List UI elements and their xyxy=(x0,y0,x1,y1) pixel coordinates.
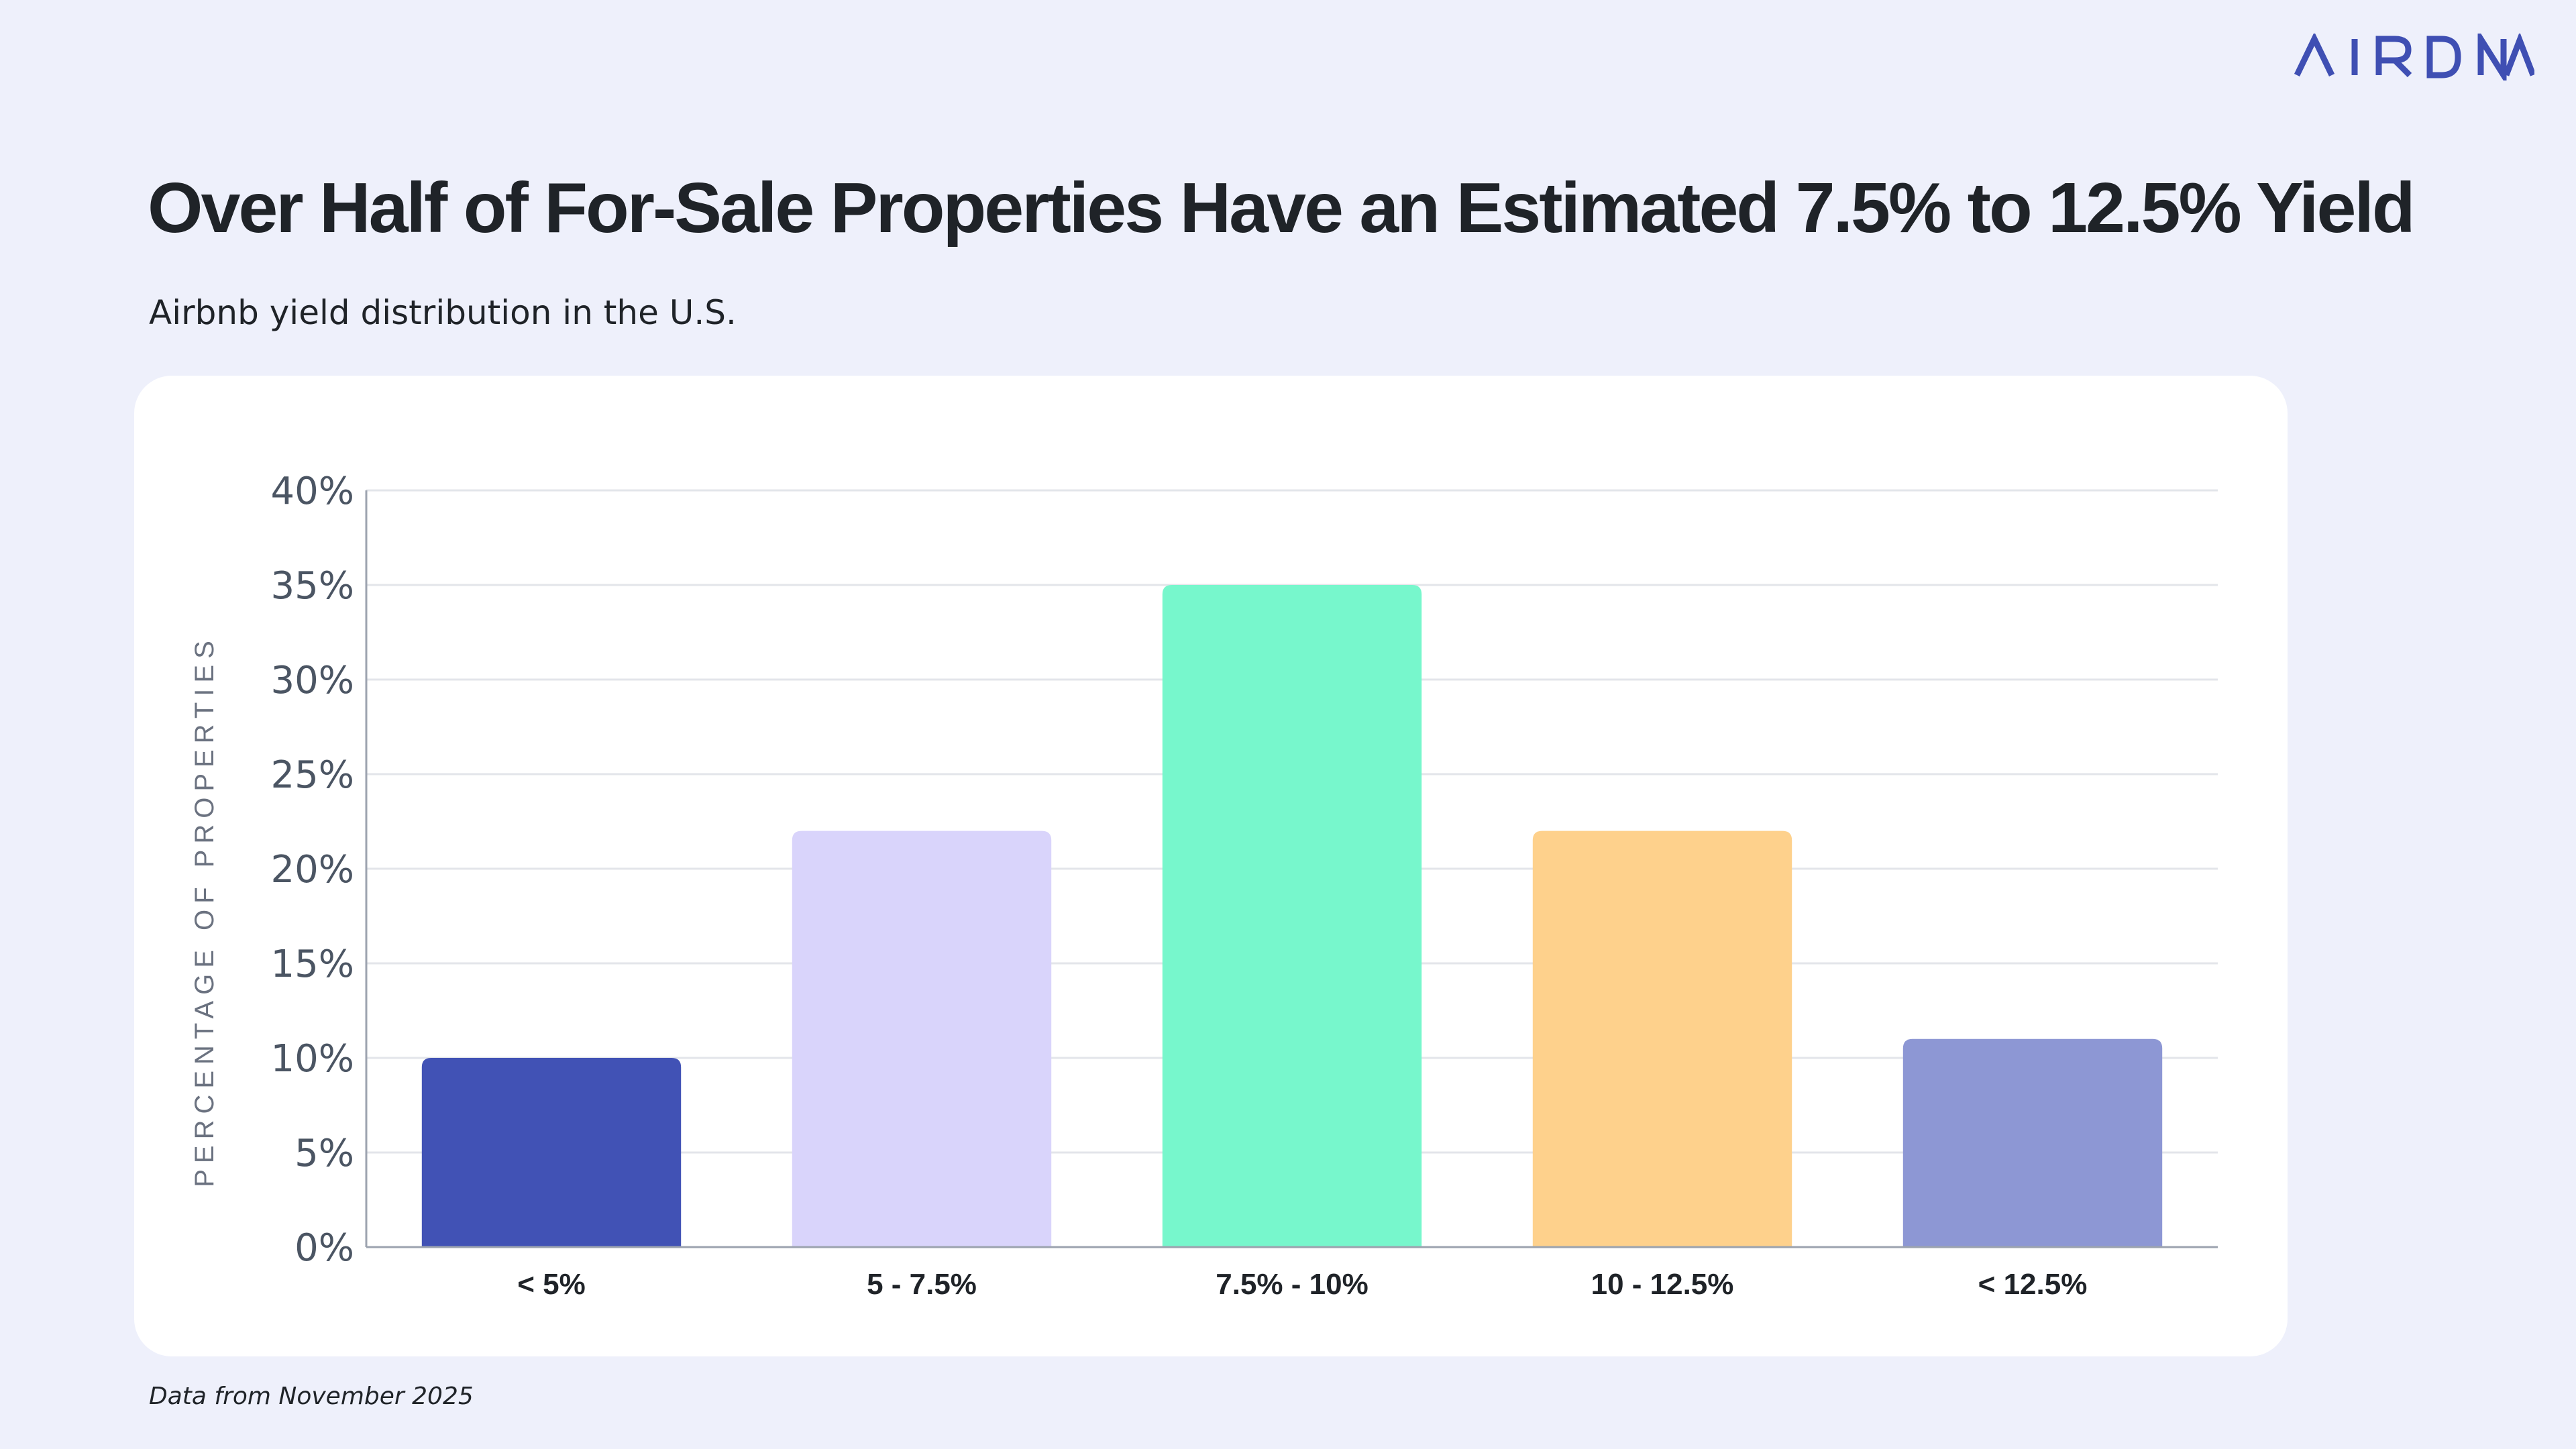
bar xyxy=(792,830,1052,1247)
y-tick-label: 40% xyxy=(271,470,354,513)
bar xyxy=(1902,1038,2163,1247)
logo-letter-a xyxy=(2294,34,2335,76)
x-tick-label: 5 - 7.5% xyxy=(867,1268,977,1301)
bar-chart: 0% 5% 10% 15% 20% 25% 30% 35% 40% < 5% 5 - 7.5% 7.… xyxy=(190,470,2218,1301)
chart-card: 0% 5% 10% 15% 20% 25% 30% 35% 40% < 5% 5 - 7.5% 7.… xyxy=(134,376,2288,1356)
logo-letter-a-final xyxy=(2503,34,2534,76)
bar xyxy=(1532,830,1792,1247)
airdna-logo xyxy=(2294,34,2534,80)
y-tick-label: 25% xyxy=(271,753,354,797)
bar xyxy=(421,1058,682,1247)
y-tick-label: 15% xyxy=(271,943,354,986)
data-source-note: Data from November 2025 xyxy=(149,1383,474,1410)
x-tick-label: 10 - 12.5% xyxy=(1591,1268,1734,1301)
y-tick-label: 20% xyxy=(271,848,354,892)
page-subtitle: Airbnb yield distribution in the U.S. xyxy=(149,293,737,332)
x-tick-labels: < 5% 5 - 7.5% 7.5% - 10% 10 - 12.5% < 12.5% xyxy=(517,1268,2087,1301)
bars xyxy=(421,585,2163,1247)
y-tick-label: 10% xyxy=(271,1037,354,1081)
bar xyxy=(1162,585,1422,1247)
x-tick-label: < 12.5% xyxy=(1978,1268,2088,1301)
logo-letter-d xyxy=(2426,36,2461,78)
y-tick-labels: 0% 5% 10% 15% 20% 25% 30% 35% 40% xyxy=(271,470,354,1270)
logo-letter-n xyxy=(2477,34,2507,80)
y-tick-label: 30% xyxy=(271,659,354,702)
y-tick-label: 0% xyxy=(294,1226,354,1270)
y-axis-label: PERCENTAGE OF PROPERTIES xyxy=(190,635,219,1187)
logo-letter-r xyxy=(2375,36,2412,78)
axes xyxy=(365,490,2218,1248)
x-tick-label: 7.5% - 10% xyxy=(1216,1268,1368,1301)
y-tick-label: 35% xyxy=(271,564,354,608)
y-tick-label: 5% xyxy=(294,1132,354,1175)
page-title: Over Half of For-Sale Properties Have an… xyxy=(148,168,2416,248)
x-tick-label: < 5% xyxy=(517,1268,586,1301)
